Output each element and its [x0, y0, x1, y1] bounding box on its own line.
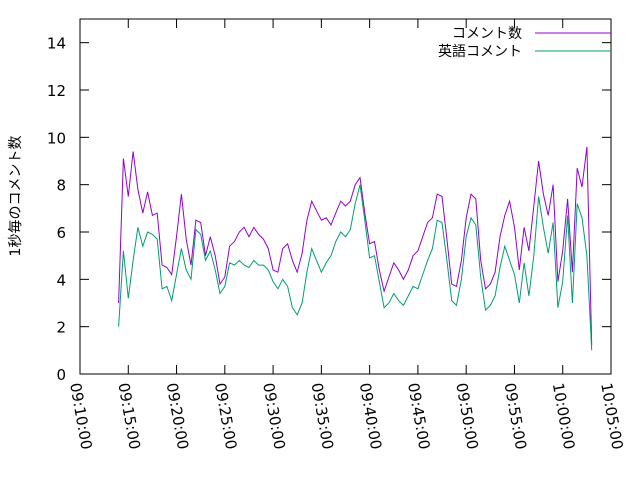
series-layer — [118, 146, 593, 351]
plot-frame — [79, 18, 612, 375]
y-axis-label: 1秒毎のコメント数 — [8, 136, 24, 257]
legend-label-1: 英語コメント — [438, 43, 522, 60]
x-tick-label: 09:50:00 — [452, 381, 481, 450]
series-line-1 — [118, 184, 593, 351]
x-tick-label: 10:00:00 — [549, 381, 578, 450]
x-tick-label: 09:35:00 — [308, 381, 337, 450]
x-tick-label: 09:10:00 — [66, 381, 95, 450]
y-tick-label: 2 — [56, 319, 66, 337]
axes: 0 2 4 6 8 10 12 14 09:10:00 09:15:00 09:20:00 09:25… — [47, 18, 627, 451]
y-tick-label: 10 — [47, 129, 66, 147]
x-tick-label: 09:20:00 — [163, 381, 192, 450]
series-line-0 — [118, 146, 593, 346]
y-tick-label: 12 — [47, 82, 66, 100]
x-tick-label: 09:15:00 — [114, 381, 143, 450]
y-tick-label: 14 — [47, 35, 66, 53]
x-tick-label: 09:25:00 — [211, 381, 240, 450]
y-tick-label: 4 — [56, 271, 66, 289]
x-tick-label: 09:45:00 — [404, 381, 433, 450]
legend-label-0: コメント数 — [452, 26, 522, 42]
x-tick-label: 09:30:00 — [259, 381, 288, 450]
x-tick-label: 09:40:00 — [356, 381, 385, 450]
y-tick-label: 6 — [56, 224, 66, 242]
y-tick-label: 0 — [56, 366, 66, 384]
x-tick-label: 10:05:00 — [597, 381, 626, 450]
x-tick-label: 09:55:00 — [501, 381, 530, 450]
y-tick-label: 8 — [56, 177, 66, 195]
